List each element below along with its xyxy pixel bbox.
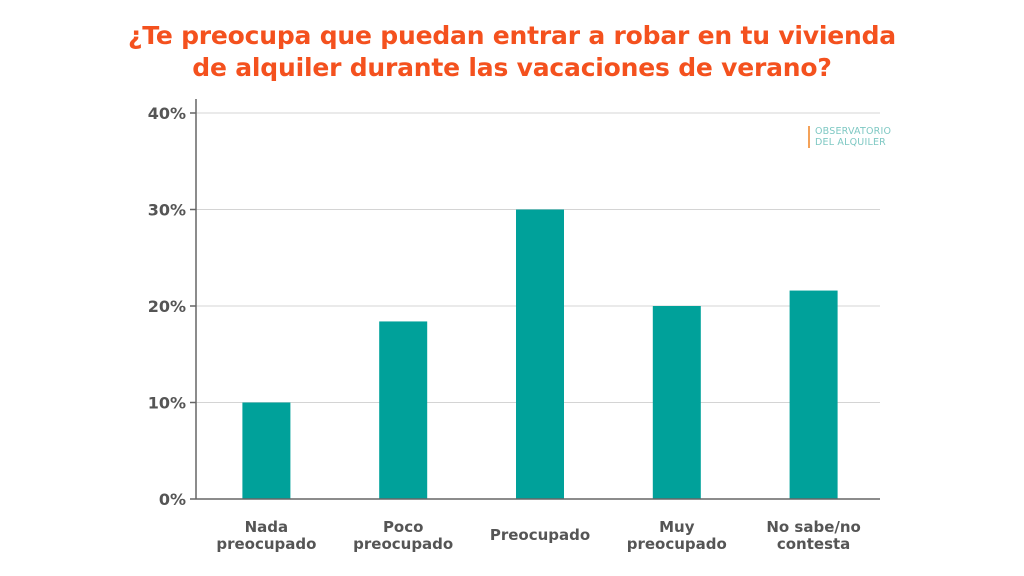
y-tick-label: 30%	[148, 201, 186, 220]
bar	[789, 290, 838, 499]
y-tick-label: 20%	[148, 297, 186, 316]
x-tick-label: Poco preocupado	[353, 518, 453, 553]
bar	[379, 321, 428, 499]
y-tick-label: 0%	[159, 490, 186, 509]
x-tick-label: Nada preocupado	[216, 518, 316, 553]
chart-title-line-1: ¿Te preocupa que puedan entrar a robar e…	[128, 21, 896, 50]
x-tick-labels: Nada preocupado Poco preocupado Preocupado Mu…	[216, 518, 861, 553]
axes	[190, 99, 880, 500]
x-tick-label: No sabe/no contesta	[766, 518, 861, 553]
x-tick-label: Muy preocupado	[627, 518, 727, 553]
bar	[652, 306, 701, 499]
bar	[516, 209, 564, 499]
bar	[242, 402, 291, 499]
chart-title: ¿Te preocupa que puedan entrar a robar e…	[0, 20, 1024, 84]
y-tick-labels: 0% 10% 20% 30% 40%	[148, 104, 186, 509]
bars	[242, 209, 838, 499]
logo-line-1: OBSERVATORIO	[815, 126, 892, 137]
x-tick-label: Preocupado	[490, 526, 590, 544]
chart-title-line-2: de alquiler durante las vacaciones de ve…	[192, 53, 832, 82]
y-tick-label: 10%	[148, 394, 186, 413]
observatorio-logo: OBSERVATORIO DEL ALQUILER	[808, 126, 891, 148]
y-tick-label: 40%	[148, 104, 186, 123]
logo-line-2: DEL ALQUILER	[815, 137, 886, 148]
